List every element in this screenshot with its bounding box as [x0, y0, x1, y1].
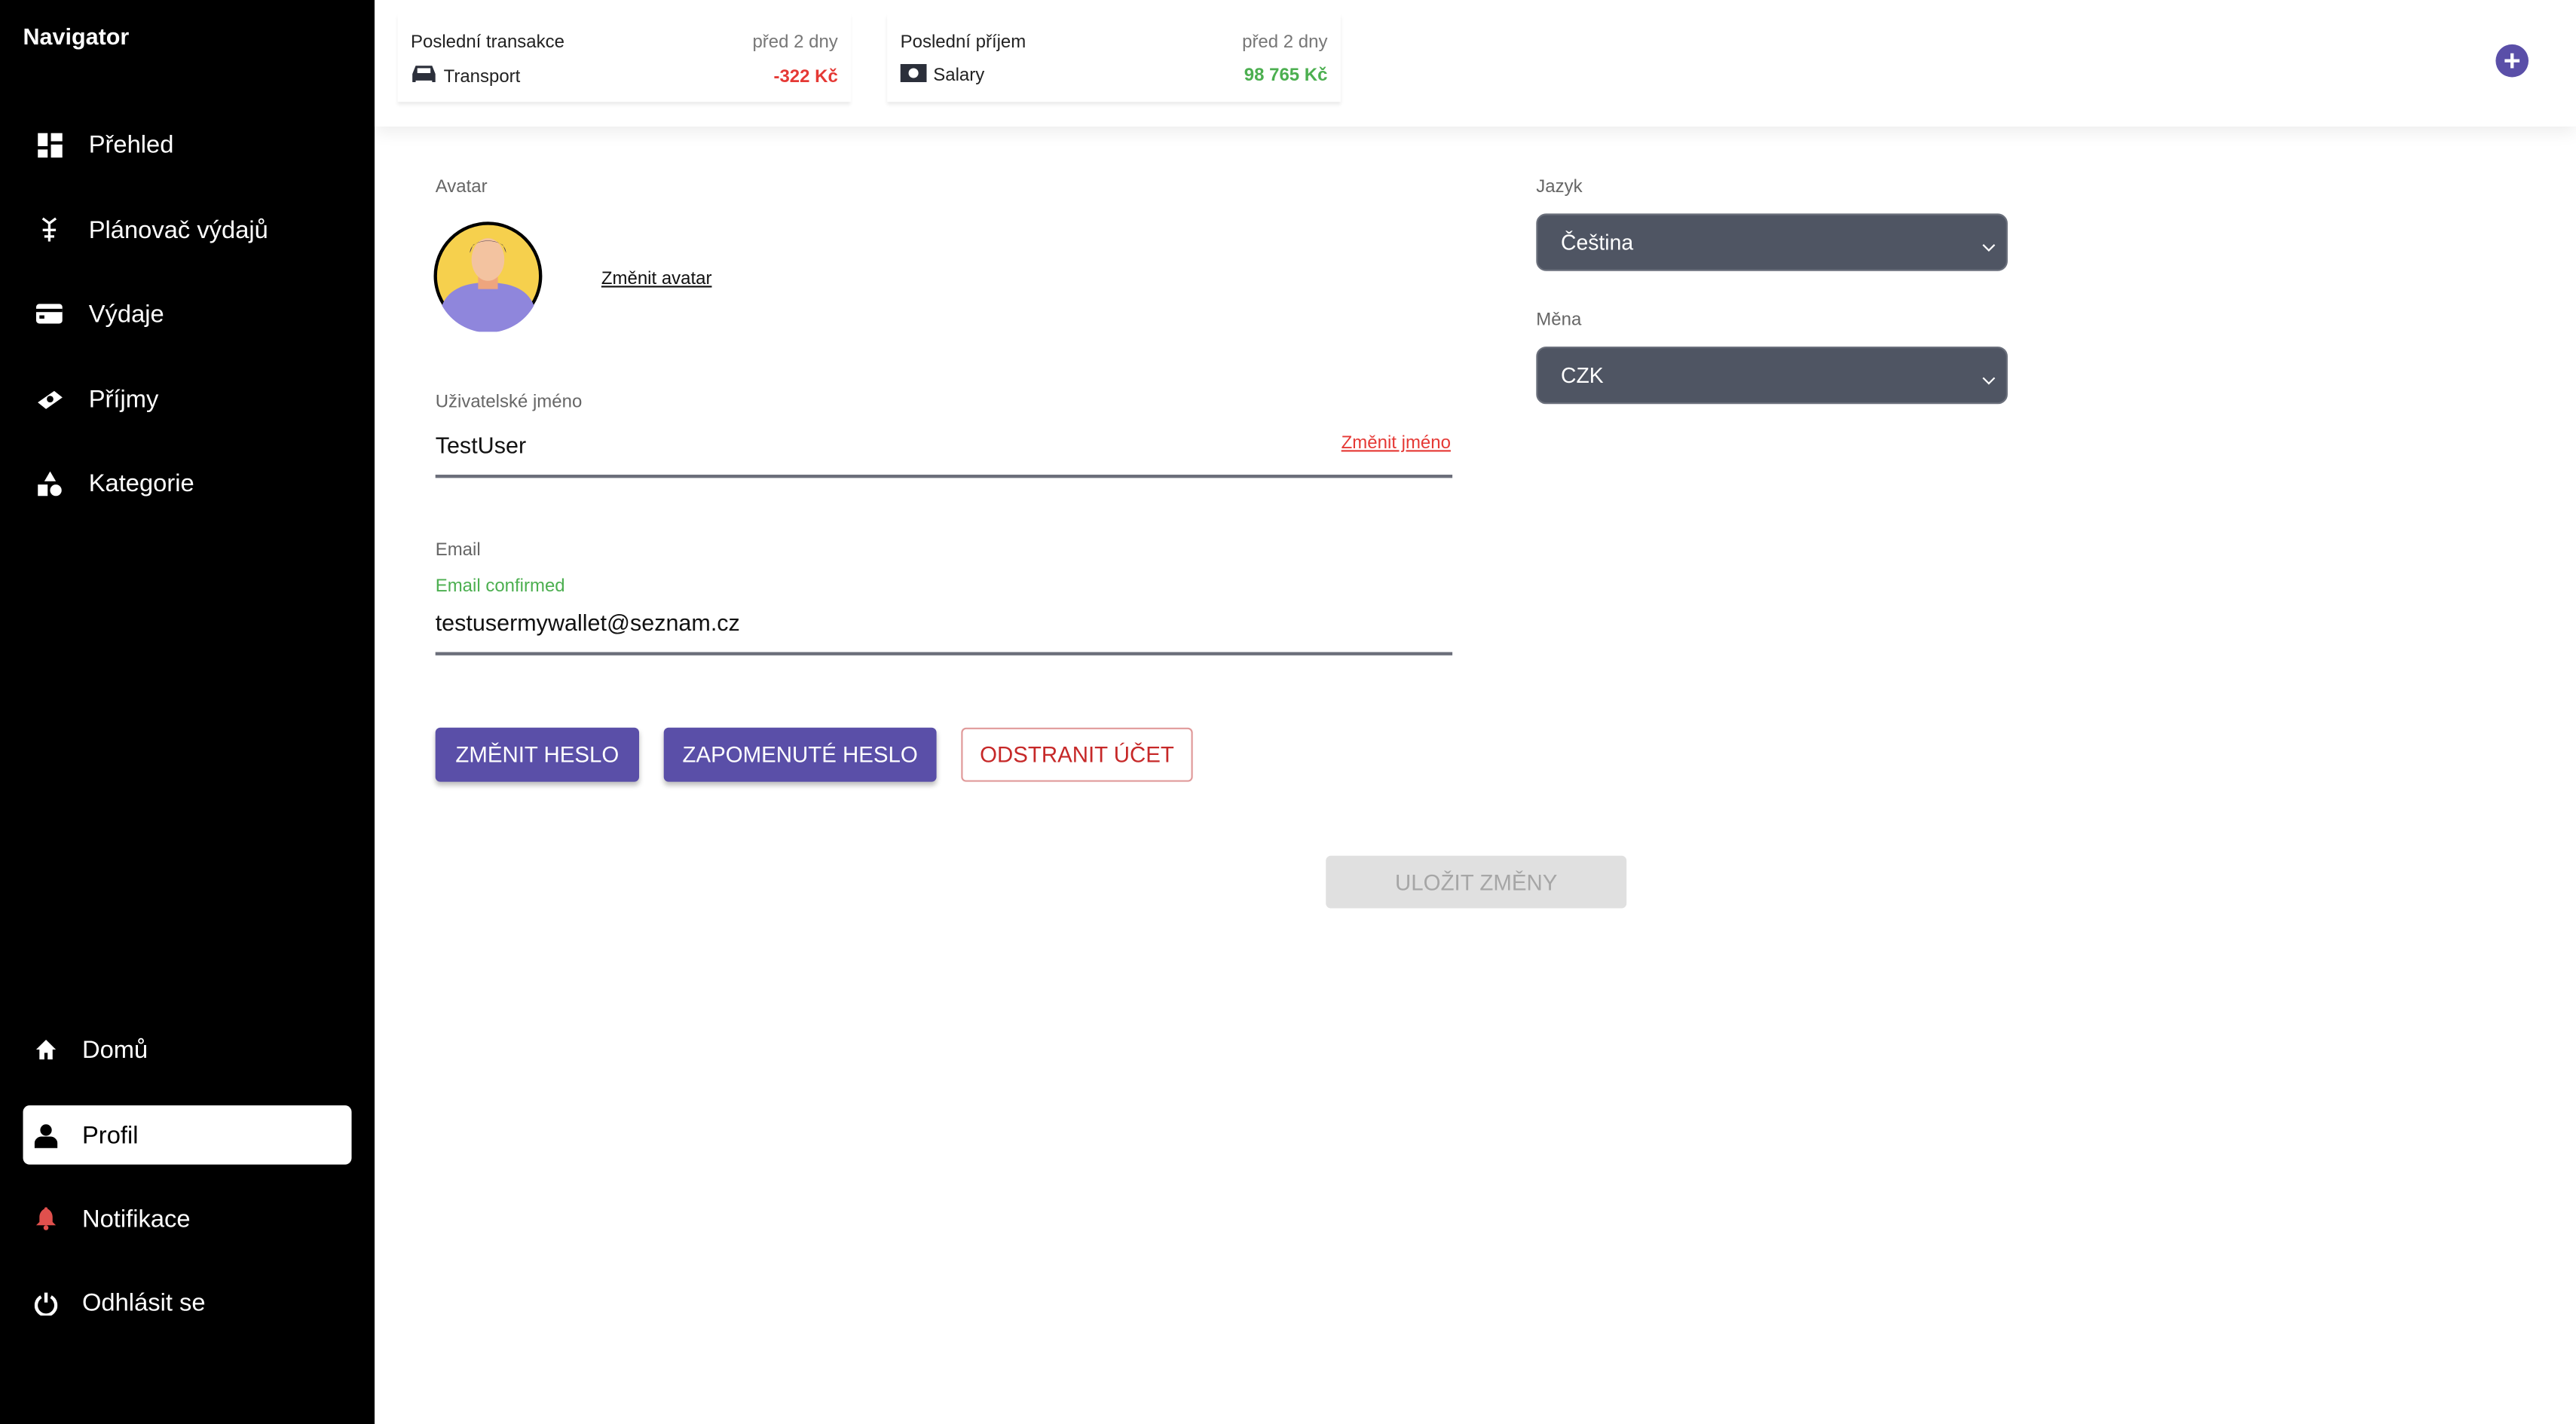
money-icon [33, 389, 66, 410]
avatar-label: Avatar [435, 177, 488, 197]
card-title: Poslední transakce [411, 32, 564, 53]
chevron-down-icon [1981, 366, 1996, 391]
sidebar-item-label: Plánovač výdajů [88, 215, 268, 244]
car-icon [411, 64, 437, 89]
sidebar-item-label: Profil [82, 1120, 139, 1149]
card-amount: -322 Kč [773, 66, 838, 87]
change-avatar-link[interactable]: Změnit avatar [601, 269, 712, 289]
sidebar-item-odhlasit[interactable]: Odhlásit se [23, 1273, 352, 1332]
email-status: Email confirmed [435, 576, 565, 597]
email-input[interactable]: testusermywallet@seznam.cz [435, 609, 740, 636]
change-name-link[interactable]: Změnit jméno [1341, 433, 1451, 454]
currency-select[interactable]: CZK [1536, 346, 2008, 405]
currency-value: CZK [1561, 362, 1604, 388]
sidebar-title: Navigator [23, 23, 130, 50]
forgot-password-button[interactable]: ZAPOMENUTÉ HESLO [663, 727, 937, 782]
card-time: před 2 dny [1242, 32, 1328, 53]
sidebar-item-label: Přehled [88, 130, 174, 159]
email-label: Email [435, 540, 481, 561]
planner-icon [33, 215, 66, 245]
last-transaction-card[interactable]: Poslední transakce před 2 dny Transport -3… [397, 13, 852, 102]
card-title: Poslední příjem [900, 32, 1026, 53]
sidebar-item-notifikace[interactable]: Notifikace [23, 1189, 352, 1248]
language-select[interactable]: Čeština [1536, 213, 2008, 271]
sidebar-item-label: Kategorie [88, 469, 194, 497]
card-amount: 98 765 Kč [1244, 66, 1328, 86]
sidebar-item-label: Domů [82, 1035, 148, 1064]
card-category: Transport [443, 66, 521, 87]
add-button[interactable]: + [2495, 44, 2529, 78]
plus-icon: + [2503, 44, 2521, 78]
language-label: Jazyk [1536, 177, 1583, 197]
sidebar-item-profil[interactable]: Profil [23, 1105, 352, 1165]
bell-icon [29, 1207, 63, 1230]
delete-account-button[interactable]: ODSTRANIT ÚČET [961, 727, 1193, 782]
banknote-icon [900, 64, 927, 87]
sidebar-item-kategorie[interactable]: Kategorie [23, 454, 352, 512]
last-income-card[interactable]: Poslední příjem před 2 dny Salary 98 765 K… [887, 13, 1341, 102]
username-underline [435, 475, 1453, 478]
sidebar-item-domu[interactable]: Domů [23, 1020, 352, 1079]
home-icon [29, 1038, 63, 1062]
language-value: Čeština [1561, 230, 1634, 255]
sidebar-item-prijmy[interactable]: Příjmy [23, 370, 352, 429]
change-password-button[interactable]: ZMĚNIT HESLO [435, 727, 640, 782]
sidebar-item-label: Odhlásit se [82, 1288, 206, 1317]
sidebar-item-label: Příjmy [88, 385, 159, 414]
username-input[interactable]: TestUser [435, 432, 527, 459]
avatar [432, 220, 543, 340]
user-icon [29, 1123, 63, 1147]
sidebar-item-planovac[interactable]: Plánovač výdajů [23, 200, 352, 259]
shapes-icon [33, 470, 66, 496]
currency-label: Měna [1536, 310, 1582, 331]
chevron-down-icon [1981, 234, 1996, 258]
card-time: před 2 dny [752, 32, 838, 53]
sidebar: Navigator Přehled Plánovač výdajů Výdaje… [0, 0, 375, 1424]
credit-card-icon [33, 304, 66, 324]
save-changes-button[interactable]: ULOŽIT ZMĚNY [1326, 855, 1627, 909]
username-label: Uživatelské jméno [435, 393, 583, 413]
sidebar-item-vydaje[interactable]: Výdaje [23, 284, 352, 343]
sidebar-item-prehled[interactable]: Přehled [23, 115, 352, 174]
top-bar: Poslední transakce před 2 dny Transport -3… [375, 0, 2576, 127]
email-underline [435, 652, 1453, 655]
dashboard-icon [33, 132, 66, 157]
card-category: Salary [933, 66, 985, 86]
power-icon [29, 1290, 63, 1316]
sidebar-item-label: Notifikace [82, 1205, 191, 1233]
sidebar-item-label: Výdaje [88, 299, 164, 328]
